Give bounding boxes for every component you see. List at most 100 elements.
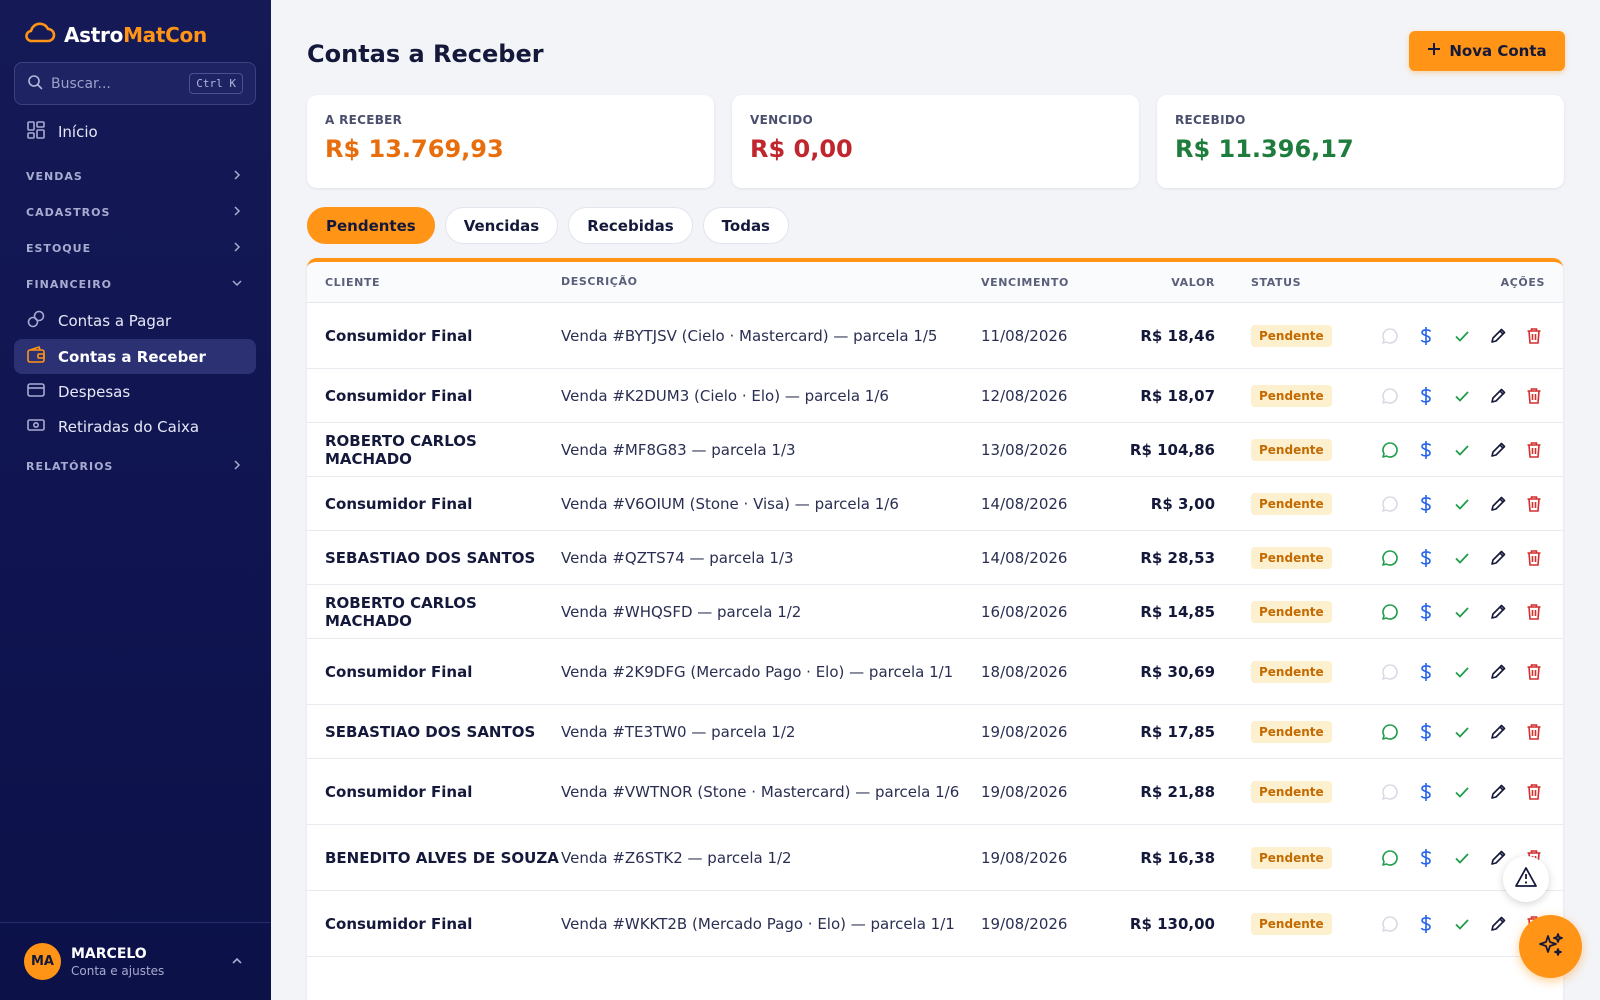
- header-vencimento[interactable]: VENCIMENTO: [981, 275, 1069, 289]
- table-row[interactable]: Consumidor Final Venda #2K9DFG (Mercado P…: [307, 639, 1563, 705]
- table-row[interactable]: Consumidor Final Venda #BYTJSV (Cielo · M…: [307, 303, 1563, 369]
- pencil-icon[interactable]: [1487, 781, 1509, 803]
- sidebar-section-estoque[interactable]: ESTOQUE: [26, 242, 242, 255]
- table-row[interactable]: SEBASTIAO DOS SANTOS Venda #TE3TW0 — parc…: [307, 705, 1563, 759]
- whatsapp-icon[interactable]: [1379, 601, 1401, 623]
- tab-recebidas[interactable]: Recebidas: [568, 207, 693, 244]
- sidebar-section-cadastros[interactable]: CADASTROS: [26, 206, 242, 219]
- sidebar-item-contas-a-pagar[interactable]: Contas a Pagar: [14, 303, 256, 338]
- cell-descricao: Venda #WHQSFD — parcela 1/2: [561, 602, 802, 621]
- dollar-icon[interactable]: [1415, 847, 1437, 869]
- dollar-icon[interactable]: [1415, 385, 1437, 407]
- trash-icon[interactable]: [1523, 721, 1545, 743]
- cloud-icon: [24, 20, 56, 49]
- check-icon[interactable]: [1451, 439, 1473, 461]
- table-row[interactable]: Consumidor Final Venda #V6OIUM (Stone · V…: [307, 477, 1563, 531]
- tab-todas[interactable]: Todas: [702, 207, 789, 244]
- check-icon[interactable]: [1451, 385, 1473, 407]
- pencil-icon[interactable]: [1487, 913, 1509, 935]
- brand-logo[interactable]: AstroMatCon: [24, 20, 207, 49]
- dollar-icon[interactable]: [1415, 913, 1437, 935]
- pencil-icon[interactable]: [1487, 385, 1509, 407]
- trash-icon[interactable]: [1523, 439, 1545, 461]
- dollar-icon[interactable]: [1415, 661, 1437, 683]
- dollar-icon[interactable]: [1415, 325, 1437, 347]
- header-status[interactable]: STATUS: [1251, 275, 1302, 289]
- search-shortcut-hint: Ctrl K: [189, 73, 243, 94]
- trash-icon[interactable]: [1523, 781, 1545, 803]
- tab-pendentes[interactable]: Pendentes: [307, 207, 435, 244]
- table-row[interactable]: Consumidor Final Venda #WKKT2B (Mercado P…: [307, 891, 1563, 957]
- tab-vencidas[interactable]: Vencidas: [444, 207, 559, 244]
- trash-icon[interactable]: [1523, 601, 1545, 623]
- check-icon[interactable]: [1451, 781, 1473, 803]
- pencil-icon[interactable]: [1487, 493, 1509, 515]
- cash-icon: [26, 415, 46, 439]
- trash-icon[interactable]: [1523, 325, 1545, 347]
- dollar-icon[interactable]: [1415, 601, 1437, 623]
- sidebar-section-relatorios[interactable]: RELATÓRIOS: [26, 460, 242, 473]
- cell-cliente: ROBERTO CARLOS MACHADO: [325, 593, 477, 630]
- pencil-icon[interactable]: [1487, 661, 1509, 683]
- sidebar-section-vendas[interactable]: VENDAS: [26, 170, 242, 183]
- table-row[interactable]: Consumidor Final Venda #K2DUM3 (Cielo · E…: [307, 369, 1563, 423]
- check-icon[interactable]: [1451, 661, 1473, 683]
- whatsapp-icon[interactable]: [1379, 547, 1401, 569]
- table-row[interactable]: SEBASTIAO DOS SANTOS Venda #QZTS74 — parc…: [307, 531, 1563, 585]
- cell-vencimento: 14/08/2026: [981, 494, 1068, 513]
- check-icon[interactable]: [1451, 493, 1473, 515]
- check-icon[interactable]: [1451, 847, 1473, 869]
- cell-valor: R$ 21,88: [1140, 782, 1215, 801]
- cell-vencimento: 16/08/2026: [981, 602, 1068, 621]
- check-icon[interactable]: [1451, 601, 1473, 623]
- card-value: R$ 13.769,93: [325, 135, 504, 163]
- check-icon[interactable]: [1451, 325, 1473, 347]
- dollar-icon[interactable]: [1415, 547, 1437, 569]
- check-icon[interactable]: [1451, 547, 1473, 569]
- ai-assistant-button[interactable]: [1519, 915, 1582, 978]
- pencil-icon[interactable]: [1487, 601, 1509, 623]
- dollar-icon[interactable]: [1415, 439, 1437, 461]
- dollar-icon[interactable]: [1415, 781, 1437, 803]
- header-descricao[interactable]: DESCRIÇÃO: [561, 275, 638, 288]
- table-row[interactable]: ROBERTO CARLOS MACHADO Venda #WHQSFD — pa…: [307, 585, 1563, 639]
- cell-valor: R$ 17,85: [1140, 722, 1215, 741]
- pencil-icon[interactable]: [1487, 847, 1509, 869]
- dollar-icon[interactable]: [1415, 721, 1437, 743]
- pencil-icon[interactable]: [1487, 547, 1509, 569]
- trash-icon[interactable]: [1523, 547, 1545, 569]
- user-menu[interactable]: MA MARCELO Conta e ajustes: [0, 922, 271, 1000]
- cell-vencimento: 19/08/2026: [981, 782, 1068, 801]
- sidebar-item-despesas[interactable]: Despesas: [14, 374, 256, 409]
- trash-icon[interactable]: [1523, 661, 1545, 683]
- sidebar-item-retiradas-do-caixa[interactable]: Retiradas do Caixa: [14, 409, 256, 444]
- search-input[interactable]: [51, 75, 190, 92]
- new-account-button[interactable]: Nova Conta: [1409, 31, 1565, 71]
- dollar-icon[interactable]: [1415, 493, 1437, 515]
- status-badge: Pendente: [1251, 912, 1332, 935]
- table-row[interactable]: ROBERTO CARLOS MACHADO Venda #MF8G83 — pa…: [307, 423, 1563, 477]
- sidebar-section-financeiro[interactable]: FINANCEIRO: [26, 278, 242, 291]
- search-box[interactable]: Ctrl K: [14, 62, 256, 105]
- table-row[interactable]: BENEDITO ALVES DE SOUZA Venda #Z6STK2 — p…: [307, 825, 1563, 891]
- pencil-icon[interactable]: [1487, 439, 1509, 461]
- check-icon[interactable]: [1451, 721, 1473, 743]
- whatsapp-icon[interactable]: [1379, 721, 1401, 743]
- chevron-right-icon: [232, 170, 242, 183]
- header-cliente[interactable]: CLIENTE: [325, 275, 381, 289]
- report-issue-button[interactable]: [1503, 856, 1549, 902]
- whatsapp-icon[interactable]: [1379, 847, 1401, 869]
- header-valor[interactable]: VALOR: [1171, 275, 1215, 289]
- whatsapp-icon[interactable]: [1379, 439, 1401, 461]
- pencil-icon[interactable]: [1487, 325, 1509, 347]
- filter-tabs: Pendentes Vencidas Recebidas Todas: [307, 207, 789, 244]
- table-row[interactable]: Consumidor Final Venda #VWTNOR (Stone · M…: [307, 759, 1563, 825]
- trash-icon[interactable]: [1523, 385, 1545, 407]
- cell-valor: R$ 18,46: [1140, 326, 1215, 345]
- check-icon[interactable]: [1451, 913, 1473, 935]
- trash-icon[interactable]: [1523, 493, 1545, 515]
- pencil-icon[interactable]: [1487, 721, 1509, 743]
- sidebar-item-inicio[interactable]: Início: [14, 114, 256, 149]
- sidebar-item-contas-a-receber[interactable]: Contas a Receber: [14, 339, 256, 374]
- cell-vencimento: 12/08/2026: [981, 386, 1068, 405]
